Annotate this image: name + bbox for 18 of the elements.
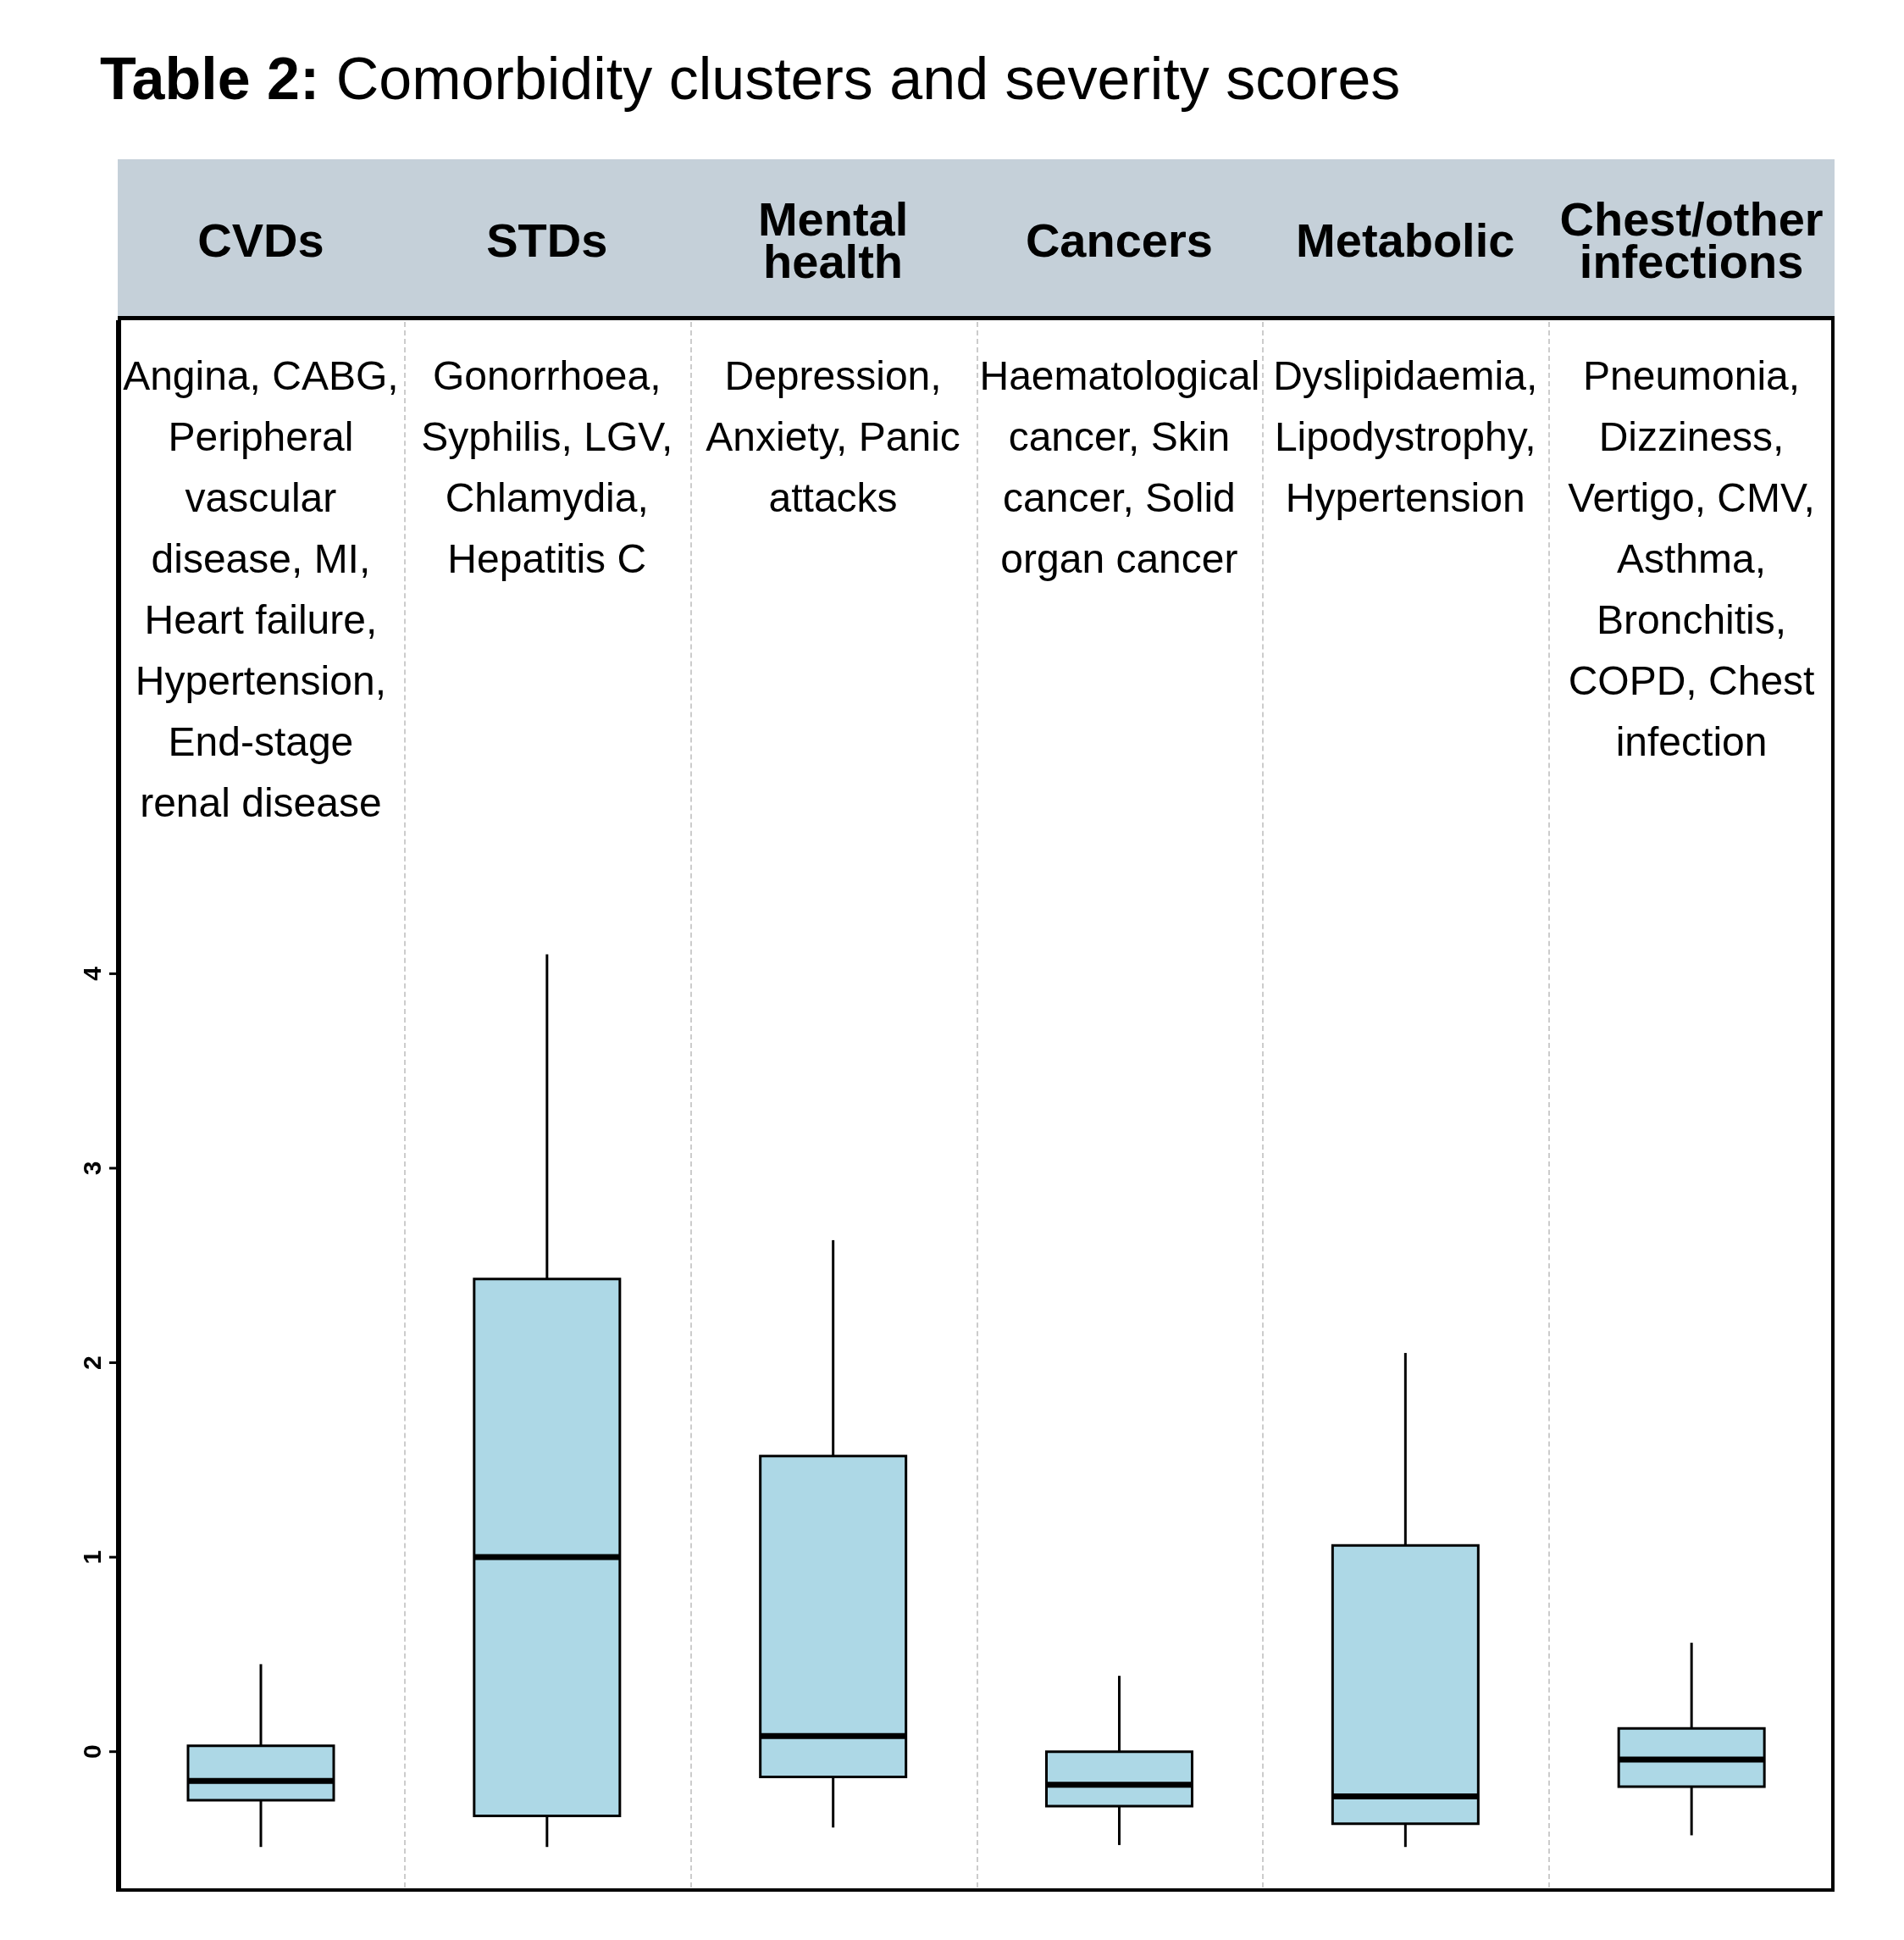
y-tick-label: 2 [78,1355,106,1370]
annotation: Angina, CABG, Peripheral vascular disease, MI, Heart failure, Hypertension, End-stage renal disease [122,352,400,827]
annotation: Haematological cancer, Skin cancer, Solid organ cancer [978,352,1261,583]
y-tick-label: 3 [78,1161,106,1176]
x-tick-label: CVDs [197,213,324,267]
annotation: Dyslipidaemia, Lipodystrophy, Hypertension [1272,352,1539,522]
y-tick-label: 0 [78,1744,106,1760]
x-tick-label: Cancers [1025,213,1213,267]
x-tick-label: STDs [486,213,608,267]
x-tick-label: Chest/other infections [1559,192,1824,288]
x-tick-label: Metabolic [1296,213,1515,267]
y-tick-label: 4 [78,966,106,981]
annotation: Gonorrhoea, Syphilis, LGV, Chlamydia, Hepatitis C [420,352,674,583]
y-tick-label: 1 [78,1549,106,1565]
annotation: Pneumonia, Dizziness, Vertigo, CMV, Asthma, Bronchitis, COPD, Chest infection [1567,352,1816,766]
chart-title: Table 2: Comorbidity clusters and severity scores [100,45,1401,113]
x-tick-label: Mental health [757,192,909,288]
annotation: Depression, Anxiety, Panic attacks [705,352,961,522]
